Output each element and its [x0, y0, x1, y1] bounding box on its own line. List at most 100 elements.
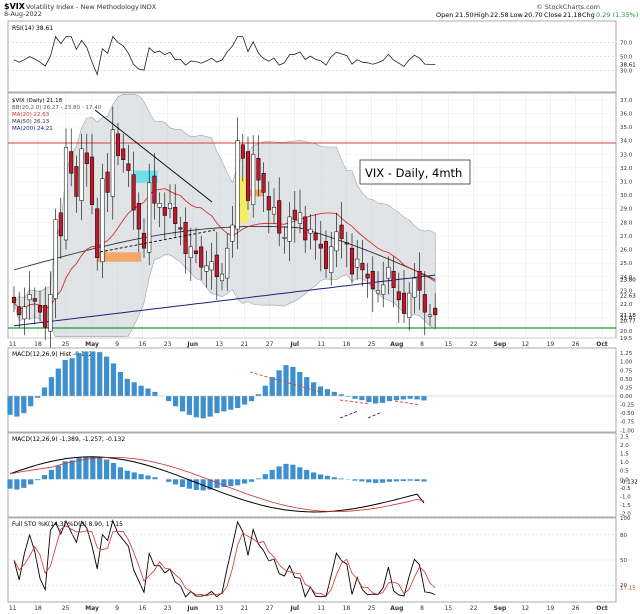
- candle-body: [308, 228, 313, 234]
- macd-tick-label: -1.0: [620, 494, 631, 500]
- candle-body: [69, 151, 74, 174]
- x-tick-label: 16: [139, 341, 147, 348]
- candle-body: [225, 247, 230, 279]
- x-tick-label: 25: [368, 605, 376, 612]
- candle-body: [365, 273, 370, 279]
- macd-bar: [228, 479, 234, 487]
- macd-hist-bar: [269, 377, 275, 396]
- candle-body: [209, 261, 214, 271]
- price-tick-label: 31.0: [620, 179, 633, 185]
- price-right-label: 20.77: [620, 319, 636, 325]
- macd-hist-bar: [373, 396, 379, 404]
- macd-bar: [7, 479, 13, 489]
- price-tick-label: 26.0: [620, 248, 633, 254]
- macd-bar: [90, 457, 96, 480]
- x-tick-label: Sep: [494, 605, 507, 612]
- candle-body: [240, 144, 245, 159]
- annotation-box: VIX - Daily, 4mth: [359, 159, 471, 185]
- macd-bar: [255, 478, 261, 480]
- macd-hist-tick-label: 0.75: [620, 368, 633, 374]
- macd-bar: [214, 479, 220, 488]
- x-tick-label: 22: [470, 605, 478, 612]
- sto-tick-label: 80: [620, 533, 627, 539]
- rsi-tick-label: 50.0: [620, 55, 633, 61]
- x-tick-label: 21: [241, 341, 249, 348]
- macd-bar: [152, 477, 158, 480]
- ma200-line: [13, 274, 436, 327]
- x-tick-label: 18: [343, 341, 351, 348]
- x-tick-label: 19: [547, 341, 555, 348]
- macd-hist-bar: [228, 396, 234, 410]
- price-right-label: 22.63: [620, 293, 636, 299]
- macd-hist-bar: [311, 382, 317, 396]
- macd-hist-bar: [242, 396, 248, 405]
- macd-signal-line: [9, 457, 425, 512]
- price-tick-label: 22.0: [620, 302, 633, 308]
- candle-body: [89, 156, 95, 205]
- x-axis-labels: 11 18 25 May 9 16 23 Jun 13 21 27 Jul 11 18 25 Aug 8 15 22…: [9, 341, 608, 348]
- macd-hist-bar: [117, 372, 123, 396]
- macd-bar: [221, 479, 227, 487]
- macd-tick-label: 2.5: [620, 434, 629, 440]
- ma200-legend: MA(200) 24.21: [12, 126, 53, 132]
- candle-body: [235, 140, 240, 230]
- candle-body: [219, 273, 225, 282]
- macd-bar: [297, 467, 303, 480]
- macd-bar: [55, 465, 61, 480]
- macd-hist-bar: [76, 353, 82, 396]
- macd-hist-bar: [248, 396, 255, 402]
- candle-body: [266, 196, 271, 211]
- macd-hist-panel: [7, 347, 617, 433]
- macd-bar: [400, 479, 406, 481]
- price-axis: 37.0 36.0 35.0 34.0 33.0 32.0 31.0 30.0 29.0 28.0…: [620, 98, 636, 342]
- x-tick-label: 26: [572, 341, 580, 348]
- candle-body: [79, 148, 84, 201]
- macd-tick-label: 0.5: [620, 469, 629, 475]
- macd-hist-tick-label: -1.00: [620, 428, 635, 434]
- macd-hist-bars: [7, 351, 427, 419]
- candle-body: [391, 271, 396, 288]
- candle-body: [303, 216, 308, 241]
- candle-body: [204, 265, 209, 272]
- candle-body: [287, 216, 292, 242]
- macd-bar: [311, 472, 317, 480]
- macd-hist-bar: [200, 396, 206, 419]
- chart-name: Volatility Index - New Methodology: [26, 3, 139, 11]
- macd-hist-tick-label: -0.50: [620, 411, 635, 417]
- macd-tick-label: -0.5: [620, 486, 631, 492]
- candle-body: [121, 148, 126, 160]
- quote-bar: Open 21.50 High 22.58 Low 20.70 Close 21…: [436, 11, 638, 19]
- x-tick-label: 18: [343, 605, 351, 612]
- macd-hist-bar: [131, 382, 137, 396]
- rsi-tick-label: 30.0: [620, 69, 633, 75]
- macd-tick-label: -2.0: [620, 512, 631, 518]
- candle-body: [251, 154, 256, 205]
- macd-hist-bar: [283, 365, 289, 396]
- sto-tick-label: 50: [620, 558, 627, 564]
- macd-hist-bar: [297, 372, 303, 396]
- x-tick-label: 19: [547, 605, 555, 612]
- candle-body: [261, 173, 266, 193]
- macd-hist-bar: [35, 396, 41, 398]
- macd-tick-label: -1.5: [620, 503, 631, 509]
- macd-hist-bar: [386, 396, 393, 402]
- macd-bar: [235, 479, 241, 486]
- macd-hist-bar: [352, 396, 358, 399]
- candle-body: [105, 171, 110, 193]
- macd-hist-bar: [138, 385, 144, 396]
- low-label: Low: [510, 11, 523, 19]
- macd-bar: [186, 479, 192, 489]
- price-right-label: 21.18: [620, 313, 636, 319]
- macd-hist-bar: [83, 351, 89, 396]
- price-tick-label: 33.0: [620, 152, 633, 158]
- x-tick-label: 13: [215, 605, 223, 612]
- sto-d-line: [13, 525, 436, 597]
- macd-bar: [269, 469, 275, 480]
- rsi-line: [13, 35, 436, 76]
- macd-hist-bar: [262, 385, 268, 396]
- candle-body: [183, 222, 188, 254]
- candle-body: [427, 314, 433, 317]
- candle-body: [339, 224, 344, 239]
- macd-hist-bar: [69, 358, 75, 396]
- x-tick-label: 18: [34, 341, 42, 348]
